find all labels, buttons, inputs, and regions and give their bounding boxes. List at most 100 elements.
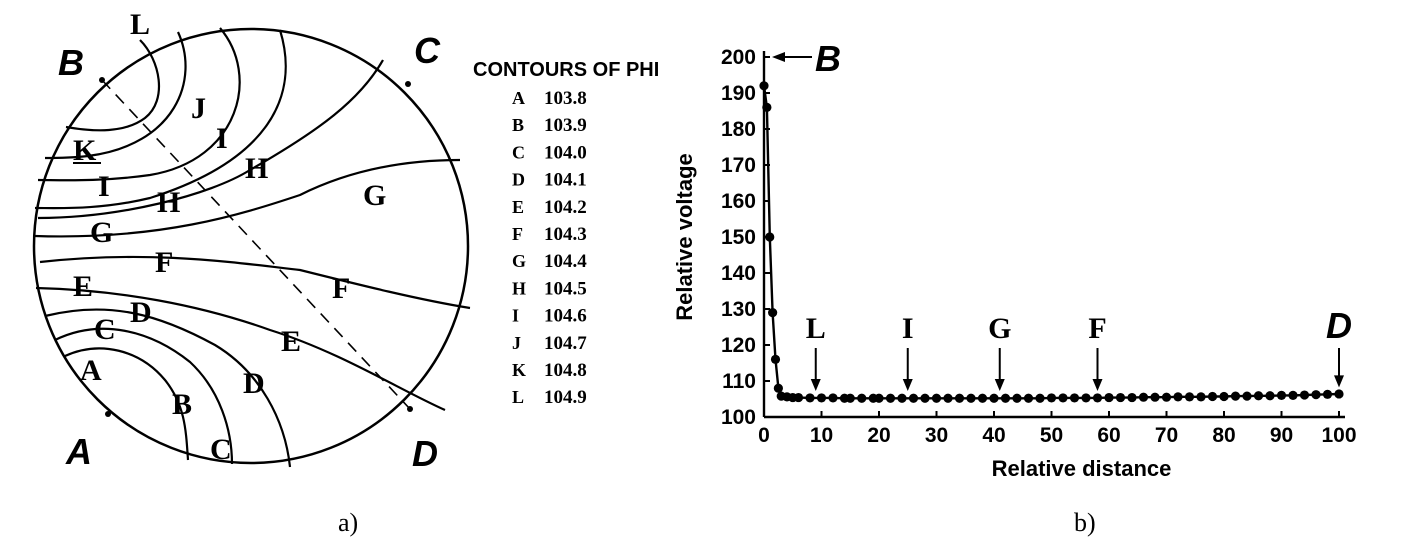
contour-L: [65, 39, 161, 132]
data-point: [1150, 392, 1160, 402]
panel-label-b: b): [1074, 508, 1096, 537]
data-point: [977, 393, 988, 403]
dashed-line-B-D: [101, 79, 411, 410]
contour-label-D-upper: D: [130, 296, 152, 329]
data-point: [1265, 391, 1275, 401]
contour-I-upper: [37, 27, 241, 182]
x-tick-label: 30: [925, 424, 948, 447]
annotation-label-I: I: [902, 312, 914, 345]
annotation-arrowhead-L: [810, 379, 821, 391]
data-point: [1184, 392, 1195, 402]
data-point: [793, 392, 804, 403]
contour-label-I-left: I: [98, 170, 110, 203]
data-point: [805, 393, 815, 403]
contour-H-upper: [34, 29, 287, 210]
contour-label-C-lower: C: [210, 433, 232, 466]
legend-key-G: G: [512, 251, 526, 271]
data-point: [1311, 390, 1321, 400]
contour-label-E-left: E: [73, 270, 93, 303]
contour-F: [39, 255, 471, 310]
x-tick-label: 90: [1270, 424, 1293, 447]
contour-K: [44, 31, 187, 160]
data-point: [1230, 391, 1241, 401]
series-points: [759, 81, 1344, 403]
data-point: [1253, 391, 1264, 401]
legend-value-I: 104.6: [544, 306, 587, 327]
voltage-chart: 0 10 20 30 40 50 60 70 80 90 100 100 110 120 130 140 150…: [672, 38, 1357, 481]
annotation-arrowhead-G: [994, 379, 1005, 391]
data-point: [759, 81, 769, 91]
chart-ticks: 0 10 20 30 40 50 60 70 80 90 100 100 110 120 130 140 150…: [721, 46, 1357, 447]
legend-value-A: 103.8: [544, 88, 587, 109]
x-tick-label: 70: [1155, 424, 1178, 447]
data-point: [762, 102, 772, 112]
x-tick-label: 100: [1321, 424, 1356, 447]
legend-key-I: I: [512, 306, 519, 326]
x-tick-label: 60: [1097, 424, 1120, 447]
data-point: [857, 393, 867, 403]
data-point: [1207, 391, 1218, 402]
legend-key-J: J: [512, 333, 521, 353]
data-point: [1173, 392, 1183, 402]
y-tick-label: 160: [721, 190, 756, 213]
annotation-label-L: L: [806, 312, 826, 345]
legend-key-H: H: [512, 278, 526, 298]
y-tick-label: 140: [721, 262, 756, 285]
chart-annotations: B L I G F D: [772, 38, 1352, 391]
corner-label-D: D: [412, 433, 438, 474]
data-point: [768, 308, 778, 318]
data-point: [885, 393, 896, 403]
data-point: [1242, 391, 1252, 401]
contour-label-L: L: [130, 8, 150, 41]
legend-value-C: 104.0: [544, 142, 587, 163]
data-point: [765, 232, 775, 242]
annotation-label-B: B: [815, 38, 841, 79]
y-axis-label: Relative voltage: [672, 153, 697, 321]
legend-key-L: L: [512, 387, 524, 407]
legend-key-F: F: [512, 224, 523, 244]
contour-B: [64, 347, 190, 461]
contour-label-G-left: G: [90, 216, 113, 249]
y-tick-label: 120: [721, 334, 756, 357]
legend-value-K: 104.8: [544, 360, 587, 381]
data-point: [931, 393, 942, 403]
legend-key-C: C: [512, 142, 525, 162]
contour-label-C-upper: C: [94, 313, 116, 346]
contour-label-I-right: I: [216, 122, 228, 155]
annotation-label-D: D: [1326, 305, 1352, 346]
data-point: [1127, 392, 1137, 403]
legend-key-K: K: [512, 360, 526, 380]
data-point: [908, 393, 919, 403]
annotation-arrowhead-B: [772, 52, 785, 62]
data-point: [828, 393, 838, 403]
contour-label-J: J: [191, 92, 206, 125]
y-tick-label: 200: [721, 46, 756, 69]
series-line: [762, 85, 1340, 400]
annotation-arrowhead-D: [1334, 375, 1344, 388]
contour-C: [54, 327, 234, 465]
contour-label-G-right: G: [363, 179, 386, 212]
legend-value-G: 104.4: [544, 251, 587, 272]
data-point: [1058, 393, 1068, 403]
contour-label-F-left: F: [155, 246, 173, 279]
electrode-C: [405, 81, 411, 87]
contour-label-H-left: H: [157, 186, 180, 219]
data-point: [1035, 393, 1045, 403]
contour-H: [37, 59, 384, 220]
corner-label-A: A: [65, 431, 92, 472]
annotation-arrowhead-F: [1092, 379, 1103, 391]
contour-D: [44, 308, 292, 468]
legend-key-A: A: [512, 88, 525, 108]
x-tick-label: 20: [867, 424, 890, 447]
data-point: [874, 393, 884, 403]
data-point: [989, 393, 999, 403]
contour-label-B: B: [172, 388, 192, 421]
y-tick-label: 110: [722, 370, 756, 393]
legend-key-B: B: [512, 115, 524, 135]
data-point: [816, 393, 827, 403]
annotation-label-G: G: [988, 312, 1011, 345]
data-point: [1196, 392, 1206, 402]
legend-items: A 103.8 B 103.9 C 104.0 D 104.1 E 104.2 F 104.3 G 104…: [512, 88, 587, 408]
corner-label-B: B: [58, 42, 84, 83]
